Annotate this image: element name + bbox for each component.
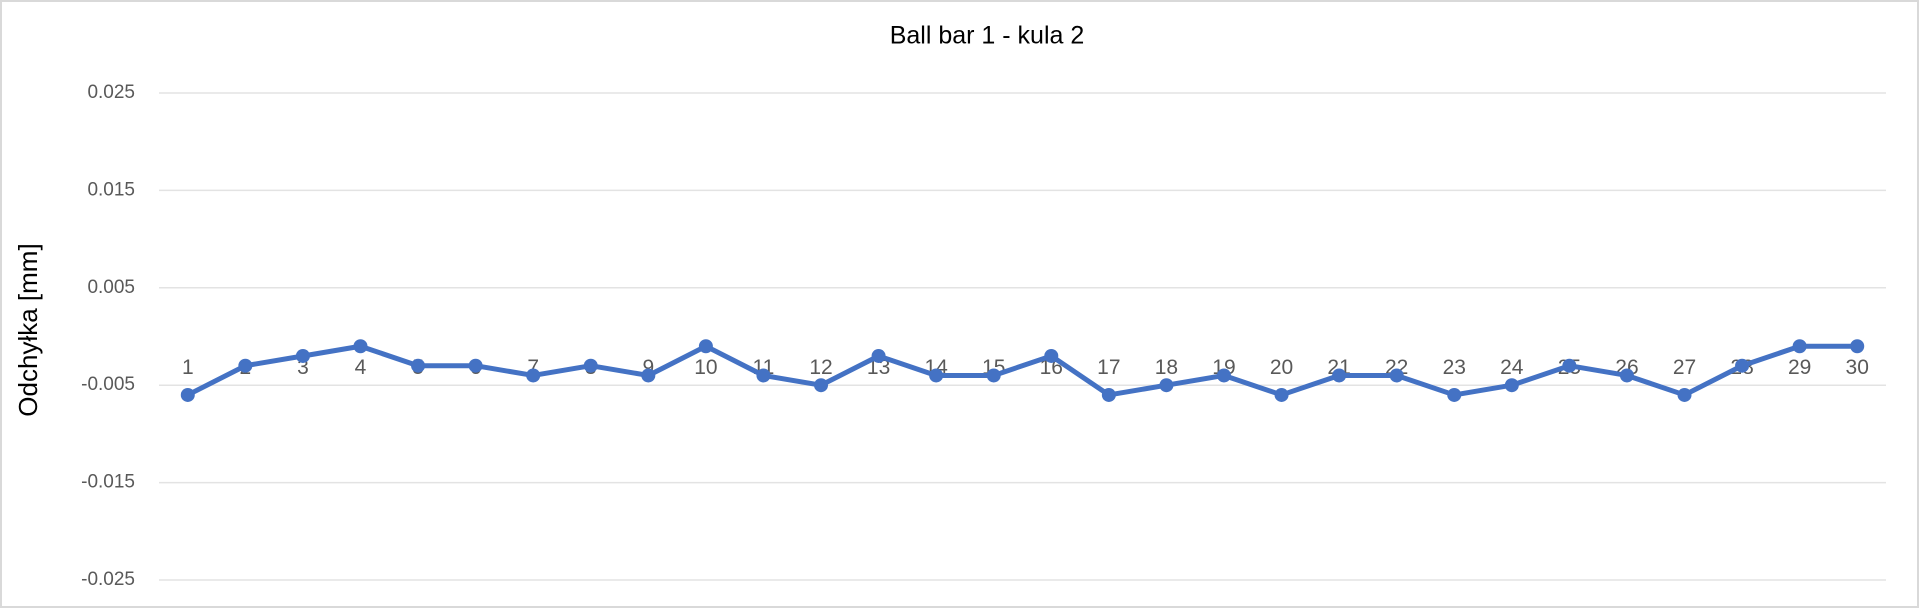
data-point bbox=[238, 358, 253, 373]
data-point bbox=[295, 348, 310, 363]
data-point bbox=[1274, 387, 1289, 402]
y-tick-label: -0.005 bbox=[81, 374, 135, 395]
y-tick-label: 0.025 bbox=[87, 82, 135, 103]
data-point bbox=[1389, 368, 1404, 383]
x-tick-label: 1 bbox=[182, 356, 194, 379]
y-tick-label: 0.015 bbox=[87, 179, 135, 200]
data-line bbox=[186, 343, 1858, 398]
x-tick-label: 4 bbox=[355, 356, 367, 379]
x-tick-label: 20 bbox=[1270, 356, 1293, 379]
data-point bbox=[756, 368, 771, 383]
data-point bbox=[1216, 368, 1231, 383]
data-point bbox=[698, 339, 713, 354]
x-tick-label: 23 bbox=[1443, 356, 1466, 379]
x-tick-label: 9 bbox=[642, 356, 654, 379]
y-tick-label: 0.005 bbox=[87, 277, 135, 298]
data-point bbox=[1850, 339, 1865, 354]
data-point bbox=[1332, 368, 1347, 383]
data-point bbox=[1677, 387, 1692, 402]
data-point bbox=[986, 368, 1001, 383]
x-tick-label: 17 bbox=[1097, 356, 1120, 379]
x-tick-label: 29 bbox=[1788, 356, 1811, 379]
data-point bbox=[411, 358, 426, 373]
data-point bbox=[1792, 339, 1807, 354]
data-point bbox=[641, 368, 656, 383]
data-point bbox=[1447, 387, 1462, 402]
data-point bbox=[1735, 358, 1750, 373]
data-point bbox=[1101, 387, 1116, 402]
data-point bbox=[526, 368, 541, 383]
x-tick-label: 10 bbox=[694, 356, 717, 379]
data-point bbox=[1159, 378, 1174, 393]
data-point bbox=[1044, 348, 1059, 363]
x-tick-label: 3 bbox=[297, 356, 309, 379]
data-point bbox=[871, 348, 886, 363]
chart-title: Ball bar 1 - kula 2 bbox=[890, 22, 1085, 50]
data-point bbox=[583, 358, 598, 373]
data-point bbox=[1619, 368, 1634, 383]
y-tick-label: -0.025 bbox=[81, 569, 135, 590]
data-point bbox=[468, 358, 483, 373]
x-tick-label: 12 bbox=[809, 356, 832, 379]
data-point bbox=[180, 387, 195, 402]
data-point bbox=[1504, 378, 1519, 393]
data-point bbox=[353, 339, 368, 354]
y-axis-label: Odchyłka [mm] bbox=[13, 243, 43, 416]
data-point bbox=[929, 368, 944, 383]
x-tick-label: 13 bbox=[867, 356, 890, 379]
x-tick-label: 30 bbox=[1846, 356, 1869, 379]
x-tick-label: 27 bbox=[1673, 356, 1696, 379]
y-tick-label: -0.015 bbox=[81, 472, 135, 493]
data-point bbox=[814, 378, 829, 393]
x-tick-label: 24 bbox=[1500, 356, 1524, 379]
data-point bbox=[1562, 358, 1577, 373]
x-tick-label: 7 bbox=[527, 356, 539, 379]
x-tick-label: 18 bbox=[1155, 356, 1178, 379]
